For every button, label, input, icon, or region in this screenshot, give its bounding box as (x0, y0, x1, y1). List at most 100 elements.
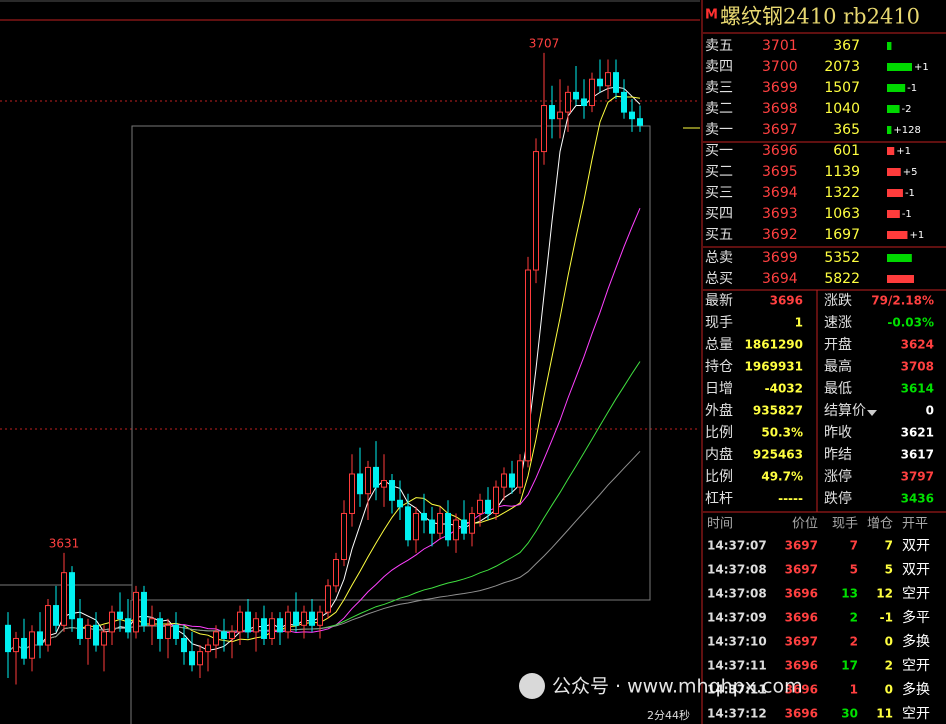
tick-cell: 14:37:09 (707, 611, 767, 625)
book-volume: 367 (833, 38, 860, 54)
candles: 3707 3631 (5, 36, 643, 685)
candle-body (469, 512, 475, 534)
candle-body (517, 460, 523, 488)
candle-body (69, 572, 75, 620)
candle-body (565, 91, 571, 113)
tick-header: 价位 (792, 517, 818, 532)
candle-body (221, 631, 227, 639)
stat-label: 比例 (705, 425, 733, 441)
stat-value: 1861290 (745, 338, 803, 352)
book-price: 3697 (762, 122, 798, 138)
stat-value: 3708 (901, 360, 934, 374)
candle-body (597, 78, 603, 87)
title: 螺纹钢2410 rb2410 (720, 5, 920, 29)
stat-value: 50.3% (761, 426, 803, 440)
book-volume: 601 (833, 143, 860, 159)
stat-value: 1 (795, 316, 803, 330)
tick-cell: 3696 (785, 659, 818, 673)
stat-label: 持仓 (705, 359, 733, 375)
volume-bar (887, 168, 901, 176)
book-price: 3701 (762, 38, 798, 54)
candle-body (205, 644, 211, 653)
wechat-icon (519, 673, 545, 699)
tick-cell: 空开 (902, 658, 930, 674)
tick-cell: 3696 (785, 587, 818, 601)
tick-cell: 3696 (785, 611, 818, 625)
book-change: -1 (907, 83, 917, 94)
book-label: 卖二 (705, 101, 733, 117)
candle-body (389, 480, 395, 501)
volume-bar (887, 231, 908, 239)
tick-cell: 14:37:08 (707, 563, 767, 577)
book-volume: 1040 (824, 101, 860, 117)
tick-cell: 空开 (902, 706, 930, 722)
candle-body (341, 512, 347, 561)
candle-body (261, 618, 267, 639)
book-label: 买二 (705, 164, 733, 180)
candle-body (61, 572, 67, 626)
book-label: 买一 (705, 143, 733, 159)
volume-bar (887, 63, 912, 71)
timer: 2分44秒 (647, 708, 690, 722)
candle-body (445, 512, 451, 541)
volume-bar (887, 189, 903, 197)
candle-body (117, 611, 123, 620)
book-volume: 1322 (824, 185, 860, 201)
candle-body (421, 512, 427, 521)
tick-header: 时间 (707, 517, 733, 532)
tick-cell: 3697 (785, 563, 818, 577)
stat-value: 925463 (753, 448, 803, 462)
stat-label: 速涨 (824, 315, 852, 331)
book-price: 3698 (762, 101, 798, 117)
tick-cell: 14:37:10 (707, 635, 767, 649)
candle-body (245, 611, 251, 633)
candle-body (349, 473, 355, 514)
tick-cell: 空开 (902, 586, 930, 602)
tick-cell: 14:37:11 (707, 683, 767, 697)
tick-cell: 5 (885, 563, 893, 577)
candle-body (629, 111, 635, 120)
stat-label: 日增 (705, 381, 733, 397)
candle-body (589, 78, 595, 107)
candle-body (109, 611, 115, 633)
stat-value: 3624 (901, 338, 934, 352)
candle-body (101, 631, 107, 646)
candle-body (165, 624, 171, 639)
volume-bar (887, 84, 906, 92)
candle-body (357, 473, 363, 495)
tick-cell: 14:37:12 (707, 707, 767, 721)
candle-body (5, 624, 11, 653)
tick-cell: 1 (850, 683, 858, 697)
book-change: +128 (893, 125, 920, 136)
candle-body (85, 624, 91, 639)
tick-cell: 2 (850, 635, 858, 649)
volume-bar (887, 126, 892, 134)
stat-value: 3436 (901, 492, 934, 506)
candle-body (237, 611, 243, 633)
book-label: 买五 (705, 227, 733, 243)
stat-value: ----- (778, 492, 803, 506)
candle-body (381, 480, 387, 488)
candle-body (213, 631, 219, 646)
book-change: +1 (914, 62, 929, 73)
candle-body (573, 91, 579, 100)
book-price: 3693 (762, 206, 798, 222)
stat-value: -4032 (765, 382, 803, 396)
stat-label: 杠杆 (705, 491, 733, 507)
tick-cell: 0 (885, 635, 893, 649)
book-label: 买三 (705, 185, 733, 201)
total-label: 总买 (705, 271, 733, 287)
volume-bar (887, 105, 900, 113)
tick-cell: 17 (841, 659, 858, 673)
book-change: +5 (903, 167, 918, 178)
book-volume: 365 (833, 122, 860, 138)
volume-bar (887, 210, 900, 218)
stat-label: 开盘 (824, 336, 852, 353)
candle-body (549, 105, 555, 120)
tick-cell: 30 (841, 707, 858, 721)
candle-body (285, 611, 291, 633)
tick-cell: 0 (885, 683, 893, 697)
candle-body (309, 611, 315, 626)
high-label: 3707 (529, 36, 560, 50)
